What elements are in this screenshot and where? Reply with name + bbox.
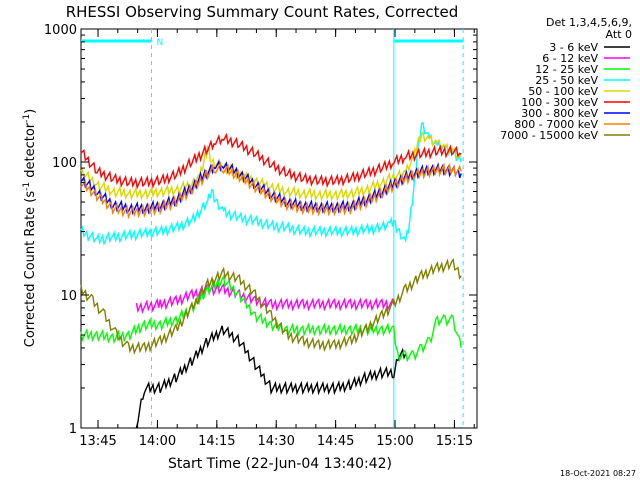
x-tick-label: 15:15 (436, 434, 473, 449)
series-line-100-300-kev (80, 132, 462, 190)
legend-label: 800 - 7000 keV (514, 118, 598, 131)
legend-label: 25 - 50 keV (535, 74, 598, 87)
y-axis-label-part3: ) (23, 109, 38, 114)
legend-label: 100 - 300 keV (521, 96, 598, 109)
series-line-800-7000-kev (80, 161, 462, 220)
chart-title: RHESSI Observing Summary Count Rates, Co… (66, 3, 459, 21)
y-tick-label: 10 (60, 289, 77, 304)
y-axis-label-sup2: -1 (22, 114, 32, 123)
legend-label: 12 - 25 keV (535, 63, 598, 76)
x-tick-label: 13:45 (79, 434, 116, 449)
series-layer (80, 122, 462, 429)
x-tick-label: 14:45 (317, 434, 354, 449)
x-tick-label: 14:30 (257, 434, 294, 449)
y-tick-label: 100 (52, 156, 77, 171)
y-axis-label-part1: Corrected Count Rate (s (23, 191, 38, 348)
x-tick-label: 14:15 (198, 434, 235, 449)
y-axis-label-sup1: -1 (22, 182, 32, 191)
plot-area-border (80, 28, 478, 429)
legend-header-line2: Att 0 (606, 28, 632, 41)
legend-label: 6 - 12 keV (542, 52, 598, 65)
series-line-50-100-kev (80, 130, 462, 202)
legend-label: 3 - 6 keV (549, 41, 598, 54)
legend-header-line1: Det 1,3,4,5,6,9, (546, 16, 632, 29)
footer-date: 18-Oct-2021 08:27 (560, 469, 636, 478)
y-axis-label: Corrected Count Rate (s-1 detector-1) (22, 109, 38, 347)
legend-label: 7000 - 15000 keV (500, 129, 598, 142)
y-tick-label: 1 (69, 422, 77, 437)
series-line-3-6-kev (135, 325, 407, 429)
y-axis-label-part2: detector (23, 122, 38, 182)
series-line-25-50-kev (80, 122, 462, 246)
y-tick-label: 1000 (44, 23, 77, 38)
series-line-6-12-kev (135, 282, 395, 315)
legend-label: 50 - 100 keV (528, 85, 598, 98)
night-label: N (156, 38, 163, 48)
series-line-12-25-kev (80, 274, 462, 363)
x-tick-label: 14:00 (139, 434, 176, 449)
plot-frame (80, 28, 478, 429)
night-interval-markers: N (81, 29, 464, 428)
x-axis-label: Start Time (22-Jun-04 13:40:42) (168, 456, 392, 472)
series-line-7000-15000-kev (80, 257, 462, 356)
legend-label: 300 - 800 keV (521, 107, 598, 120)
x-tick-label: 15:00 (376, 434, 413, 449)
tick-layer: 13:45 14:00 14:15 14:30 14:45 15:00 15:15 1 10 10… (44, 23, 477, 449)
